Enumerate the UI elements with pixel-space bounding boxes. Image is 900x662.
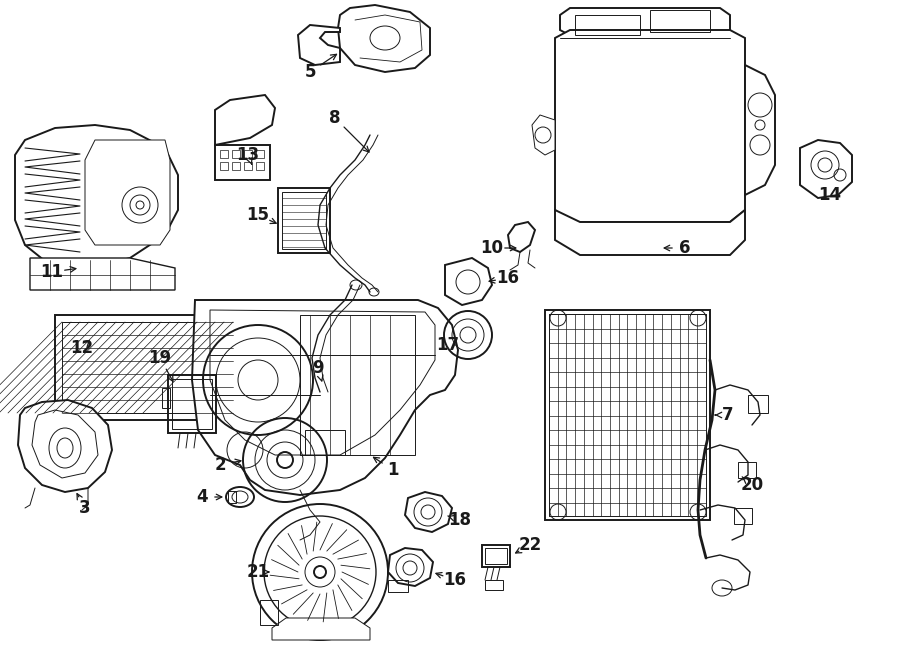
Bar (62, 322, 233, 413)
Text: 17: 17 (436, 336, 460, 354)
Text: 18: 18 (448, 511, 472, 529)
Text: 15: 15 (247, 206, 269, 224)
Bar (305, 430, 345, 455)
Polygon shape (560, 8, 730, 38)
Bar (228, 491, 236, 503)
Polygon shape (532, 115, 555, 155)
Bar (232, 150, 240, 158)
Text: 7: 7 (722, 406, 734, 424)
Polygon shape (508, 222, 535, 252)
Polygon shape (18, 400, 112, 492)
Text: 20: 20 (741, 476, 763, 494)
Polygon shape (298, 25, 340, 65)
Bar (220, 150, 228, 158)
Polygon shape (555, 210, 745, 255)
Bar (256, 162, 264, 170)
Bar (168, 375, 216, 433)
Bar (575, 15, 640, 35)
Text: 10: 10 (481, 239, 503, 257)
Polygon shape (215, 95, 275, 145)
Polygon shape (192, 300, 458, 495)
Bar (256, 150, 264, 158)
Bar (549, 314, 706, 516)
Polygon shape (445, 258, 492, 305)
Text: 19: 19 (148, 349, 172, 367)
Text: 14: 14 (818, 186, 842, 204)
Bar (282, 192, 326, 249)
Polygon shape (745, 65, 775, 195)
Polygon shape (338, 5, 430, 72)
Bar (650, 10, 710, 32)
Text: 13: 13 (237, 146, 259, 164)
Bar (215, 145, 270, 180)
Text: 4: 4 (196, 488, 208, 506)
Bar (260, 600, 278, 625)
Polygon shape (210, 310, 435, 455)
Text: 3: 3 (79, 499, 91, 517)
Text: 22: 22 (518, 536, 542, 554)
Bar (172, 379, 212, 429)
Bar (232, 162, 240, 170)
Bar (738, 462, 756, 478)
Bar (244, 162, 252, 170)
Text: 6: 6 (680, 239, 691, 257)
Text: 16: 16 (497, 269, 519, 287)
Text: 11: 11 (40, 263, 64, 281)
Bar (748, 395, 768, 413)
Text: 12: 12 (70, 339, 94, 357)
Text: 5: 5 (304, 63, 316, 81)
Text: 9: 9 (312, 359, 324, 377)
Text: 2: 2 (214, 456, 226, 474)
Polygon shape (30, 258, 175, 290)
Polygon shape (388, 548, 433, 586)
Polygon shape (405, 492, 452, 532)
Bar (300, 315, 415, 455)
Bar (278, 188, 330, 253)
Bar (244, 150, 252, 158)
Bar (485, 548, 507, 564)
Polygon shape (15, 125, 178, 268)
Bar (545, 310, 710, 520)
Polygon shape (272, 618, 370, 640)
Bar (482, 545, 510, 567)
Bar (220, 162, 228, 170)
Polygon shape (800, 140, 852, 198)
Polygon shape (85, 140, 170, 245)
Bar (162, 388, 170, 408)
Bar (485, 580, 503, 590)
Bar (734, 508, 752, 524)
Polygon shape (32, 410, 98, 478)
Text: 1: 1 (387, 461, 399, 479)
Text: 8: 8 (329, 109, 341, 127)
Text: 16: 16 (444, 571, 466, 589)
Text: 21: 21 (247, 563, 270, 581)
Bar (55, 315, 240, 420)
Polygon shape (555, 30, 745, 222)
Bar (388, 580, 408, 592)
